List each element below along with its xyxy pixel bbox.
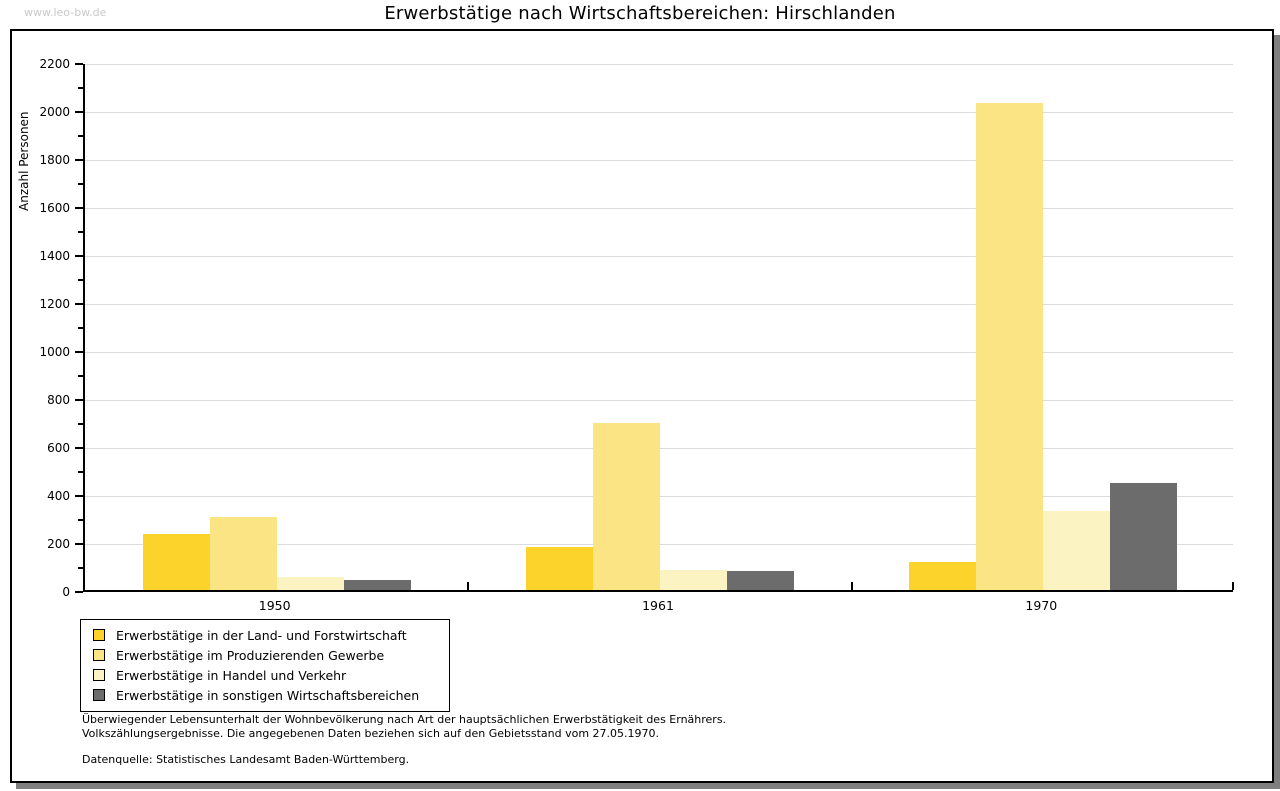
y-tick: [75, 159, 83, 161]
y-tick-label: 1400: [39, 249, 70, 263]
y-tick: [75, 543, 83, 545]
legend-swatch: [93, 669, 105, 681]
x-boundary-tick: [1232, 582, 1234, 590]
y-axis-title: Anzahl Personen: [17, 111, 31, 211]
bar: [1110, 483, 1178, 590]
bar: [660, 569, 727, 590]
y-tick: [75, 255, 83, 257]
y-tick: [75, 591, 83, 593]
gridline: [85, 303, 1233, 305]
legend-item: Erwerbstätige im Produzierenden Gewerbe: [89, 645, 441, 665]
y-tick-label: 1600: [39, 201, 70, 215]
y-tick-label: 200: [47, 537, 70, 551]
y-minor-tick: [78, 375, 83, 377]
bar: [1043, 510, 1111, 590]
plot-area: [83, 63, 1234, 592]
y-tick-label: 2200: [39, 57, 70, 71]
footnote-line-1: Überwiegender Lebensunterhalt der Wohnbe…: [82, 713, 727, 726]
gridline: [85, 255, 1233, 257]
gridline: [85, 63, 1233, 65]
chart-title: Erwerbstätige nach Wirtschaftsbereichen:…: [384, 3, 896, 24]
y-tick-label: 2000: [39, 105, 70, 119]
y-tick: [75, 447, 83, 449]
legend-swatch: [93, 689, 105, 701]
y-tick-label: 1000: [39, 345, 70, 359]
gridline: [85, 159, 1233, 161]
legend-label: Erwerbstätige in Handel und Verkehr: [116, 667, 347, 683]
legend-swatch: [93, 629, 105, 641]
legend-label: Erwerbstätige in sonstigen Wirtschaftsbe…: [116, 687, 420, 703]
legend-item: Erwerbstätige in Handel und Verkehr: [89, 665, 441, 685]
legend-item: Erwerbstätige in der Land- und Forstwirt…: [89, 625, 441, 645]
y-tick-label: 1800: [39, 153, 70, 167]
legend-label: Erwerbstätige in der Land- und Forstwirt…: [116, 627, 407, 643]
data-source: Datenquelle: Statistisches Landesamt Bad…: [82, 753, 410, 766]
y-minor-tick: [78, 567, 83, 569]
y-tick-label: 800: [47, 393, 70, 407]
bar: [142, 533, 210, 590]
site-watermark: www.leo-bw.de: [24, 6, 107, 19]
y-minor-tick: [78, 135, 83, 137]
y-minor-tick: [78, 231, 83, 233]
y-tick-label: 0: [62, 585, 70, 599]
y-minor-tick: [78, 87, 83, 89]
bar: [209, 516, 277, 590]
y-minor-tick: [78, 423, 83, 425]
chart-frame: Anzahl Personen 0 200 400 600 800 1000 1200 140…: [10, 29, 1274, 783]
bar: [976, 102, 1044, 590]
y-minor-tick: [78, 519, 83, 521]
x-category-label: 1961: [642, 598, 674, 613]
y-tick-label: 400: [47, 489, 70, 503]
legend-swatch: [93, 649, 105, 661]
bar: [593, 423, 660, 590]
legend: Erwerbstätige in der Land- und Forstwirt…: [80, 619, 450, 712]
y-minor-tick: [78, 183, 83, 185]
x-boundary-tick: [467, 582, 470, 590]
y-tick: [75, 303, 83, 305]
y-tick-label: 1200: [39, 297, 70, 311]
bar: [343, 580, 411, 590]
y-tick: [75, 63, 83, 65]
bar: [526, 546, 593, 590]
gridline: [85, 111, 1233, 113]
legend-label: Erwerbstätige im Produzierenden Gewerbe: [116, 647, 385, 663]
gridline: [85, 399, 1233, 401]
x-category-label: 1950: [258, 598, 291, 613]
y-tick: [75, 399, 83, 401]
footnote-text: Überwiegender Lebensunterhalt der Wohnbe…: [82, 713, 726, 740]
y-tick: [75, 207, 83, 209]
y-tick: [75, 495, 83, 497]
x-boundary-tick: [850, 582, 853, 590]
legend-item: Erwerbstätige in sonstigen Wirtschaftsbe…: [89, 685, 441, 705]
bar: [909, 562, 977, 590]
gridline: [85, 351, 1233, 353]
x-category-label: 1970: [1025, 598, 1058, 613]
y-tick: [75, 351, 83, 353]
y-minor-tick: [78, 471, 83, 473]
y-minor-tick: [78, 327, 83, 329]
footnote-line-2: Volkszählungsergebnisse. Die angegebenen…: [82, 726, 660, 740]
bar: [276, 576, 344, 590]
y-minor-tick: [78, 279, 83, 281]
bar: [727, 570, 794, 590]
y-tick-label: 600: [47, 441, 70, 455]
gridline: [85, 207, 1233, 209]
y-tick: [75, 111, 83, 113]
